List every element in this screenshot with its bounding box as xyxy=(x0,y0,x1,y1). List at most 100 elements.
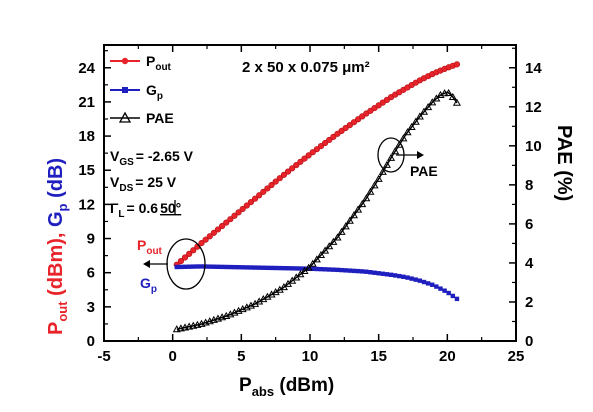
data-point-gp xyxy=(376,271,381,276)
data-point-pae xyxy=(428,98,437,106)
data-point-pae xyxy=(325,242,334,250)
data-point-pout xyxy=(239,205,246,213)
data-point-pout xyxy=(177,258,185,265)
data-point-pae xyxy=(391,147,400,155)
data-point-pout xyxy=(293,162,300,169)
axis-ticks xyxy=(103,45,517,342)
y-right-tick-label: 0 xyxy=(525,333,533,350)
x-tick-label: 10 xyxy=(302,348,319,365)
data-point-gp xyxy=(339,267,344,273)
data-point-pout xyxy=(317,142,325,150)
data-point-pout xyxy=(235,209,242,216)
series-gp xyxy=(174,264,460,302)
data-point-gp xyxy=(335,267,340,273)
data-point-gp xyxy=(252,265,258,270)
data-point-pout xyxy=(313,146,320,153)
data-point-pout xyxy=(346,121,353,129)
data-point-pae xyxy=(345,216,354,224)
data-point-gp xyxy=(195,264,200,269)
data-point-pout xyxy=(326,136,333,144)
data-point-pout xyxy=(227,216,234,223)
data-point-gp xyxy=(372,270,377,275)
x-tick-label: 5 xyxy=(237,348,245,365)
data-point-gp xyxy=(232,264,237,270)
data-point-pout xyxy=(354,116,362,123)
y-right-tick-label: 12 xyxy=(525,99,542,116)
data-point-pout xyxy=(272,178,279,185)
data-point-pae xyxy=(312,255,321,263)
gp-ellipse-label: Gp xyxy=(140,275,157,295)
data-point-pout xyxy=(190,247,197,254)
series-layer xyxy=(172,61,462,333)
data-point-gp xyxy=(438,286,443,291)
pout-ellipse-label: Pout xyxy=(137,237,163,257)
data-point-gp xyxy=(454,296,460,302)
data-point-pae xyxy=(370,181,379,189)
data-point-pae xyxy=(341,222,350,230)
data-point-pae xyxy=(415,112,424,120)
data-point-gp xyxy=(182,264,188,269)
y-left-tick-label: 0 xyxy=(87,333,95,350)
series-line-pae xyxy=(176,91,458,331)
legend-item-pae: PAE xyxy=(110,110,174,126)
data-point-gp xyxy=(289,266,295,271)
data-point-gp xyxy=(298,266,303,271)
data-point-pout xyxy=(322,139,329,147)
pout-gp-ellipse xyxy=(166,238,206,290)
legend-pout-label: Pout xyxy=(146,53,172,73)
y-right-tick-label: 14 xyxy=(525,60,542,77)
right-arrow-head xyxy=(417,151,424,159)
data-point-gp xyxy=(343,268,348,273)
y-left-tick-label: 3 xyxy=(87,299,95,316)
data-point-gp xyxy=(199,264,204,269)
data-point-pae xyxy=(349,211,359,219)
data-point-gp xyxy=(256,265,262,270)
x-tick-labels: -5 0 5 10 15 20 25 xyxy=(97,348,524,365)
legend: Pout Gp PAE xyxy=(110,53,174,126)
data-point-pae xyxy=(316,250,326,259)
legend-pout-marker xyxy=(121,57,129,65)
series-line-gp xyxy=(176,265,458,300)
data-point-gp xyxy=(224,264,229,270)
data-point-pout xyxy=(202,236,209,243)
data-point-gp xyxy=(359,269,365,274)
data-point-gp xyxy=(421,279,427,285)
x-tick-label: -5 xyxy=(97,348,110,365)
data-point-pout xyxy=(276,175,283,182)
y-left-tick-label: 24 xyxy=(78,60,95,77)
data-point-pae xyxy=(448,92,457,100)
data-point-pout xyxy=(223,219,230,226)
data-point-gp xyxy=(405,275,410,280)
data-point-pout xyxy=(289,165,296,172)
data-point-pae xyxy=(452,98,462,106)
data-point-pout xyxy=(264,185,271,192)
data-point-gp xyxy=(417,278,423,283)
vgs-annotation: VGS = -2.65 V xyxy=(110,148,194,168)
data-point-gp xyxy=(248,265,254,270)
data-point-pae xyxy=(308,259,317,267)
data-point-gp xyxy=(174,264,179,270)
y-right-tick-label: 4 xyxy=(525,255,534,272)
data-point-pout xyxy=(334,130,341,137)
data-point-pae xyxy=(329,237,338,245)
legend-item-gp: Gp xyxy=(110,82,163,102)
legend-gp-label: Gp xyxy=(146,82,163,102)
data-point-pout xyxy=(305,152,312,159)
data-point-pae xyxy=(403,128,412,136)
data-point-gp xyxy=(186,264,192,269)
data-point-pae xyxy=(358,199,367,208)
data-point-pae xyxy=(362,194,371,202)
data-point-pae xyxy=(411,117,420,125)
chart-title: 2 x 50 x 0.075 μm² xyxy=(242,59,370,76)
data-point-gp xyxy=(322,267,328,272)
data-point-gp xyxy=(331,267,336,272)
data-point-pout xyxy=(256,192,263,199)
data-point-gp xyxy=(261,265,266,270)
data-point-pae xyxy=(382,160,391,168)
data-point-pae xyxy=(337,227,346,235)
data-point-gp xyxy=(347,268,353,273)
y-right-tick-label: 10 xyxy=(525,138,542,155)
data-point-pout xyxy=(297,158,304,165)
data-point-pout xyxy=(206,233,213,240)
